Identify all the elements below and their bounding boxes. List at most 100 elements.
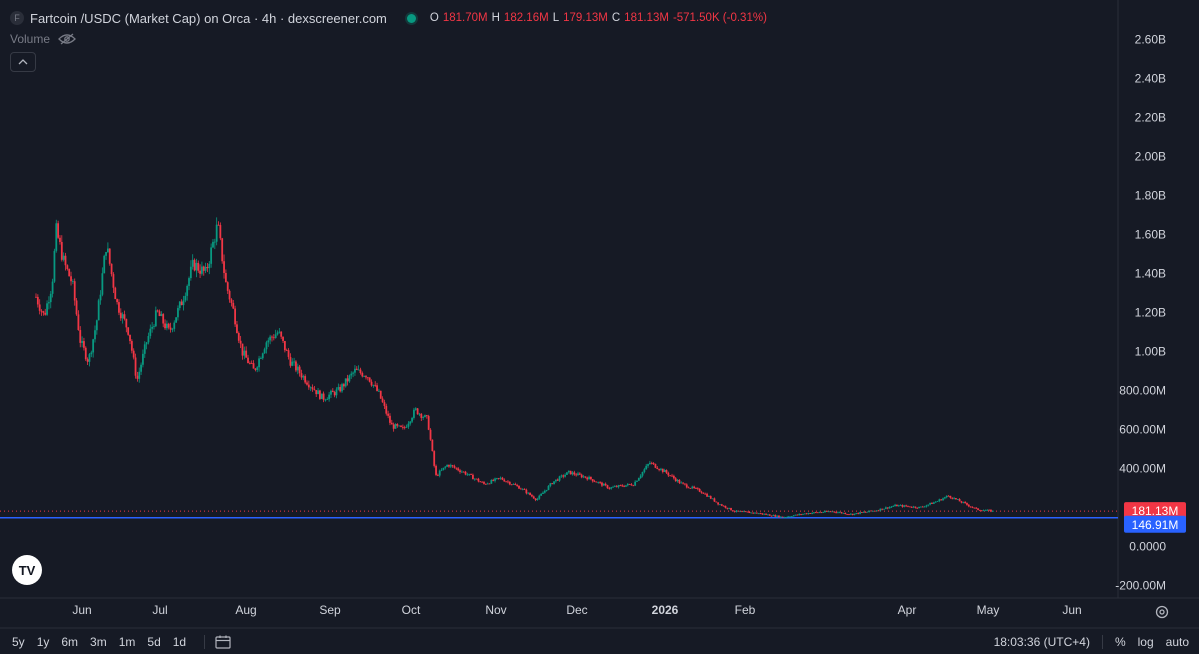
candle-body	[475, 478, 478, 480]
candle-body	[931, 502, 933, 504]
candle-body	[967, 504, 970, 507]
candle-body	[934, 501, 937, 503]
candle-body	[494, 478, 496, 481]
y-tick-label: 2.40B	[1135, 71, 1166, 85]
candle-body	[53, 250, 56, 282]
candle-body	[925, 505, 928, 507]
candle-body	[422, 417, 425, 418]
range-5y-button[interactable]: 5y	[12, 635, 25, 649]
candle-body	[223, 261, 225, 273]
candle-body	[390, 422, 393, 425]
candle-body	[947, 495, 950, 497]
range-1y-button[interactable]: 1y	[36, 635, 50, 649]
candle-body	[899, 505, 902, 506]
volume-indicator[interactable]: Volume	[10, 32, 76, 46]
clock-readout[interactable]: 18:03:36 (UTC+4)	[993, 635, 1090, 649]
candle-body	[787, 516, 790, 518]
candle-body	[143, 344, 146, 354]
collapse-indicators-button[interactable]	[10, 52, 36, 72]
candle-body	[665, 470, 668, 473]
candle-body	[164, 323, 166, 329]
candle-body	[802, 513, 804, 515]
candle-body	[608, 488, 611, 489]
candle-body	[488, 483, 491, 485]
candle-body	[575, 474, 578, 476]
candle-body	[324, 399, 327, 401]
volume-label: Volume	[10, 32, 51, 46]
candle-body	[741, 511, 743, 513]
candle-body	[145, 342, 148, 345]
candle-body	[361, 372, 364, 377]
candle-body	[938, 499, 941, 502]
candle-body	[663, 470, 666, 472]
candle-body	[779, 516, 782, 518]
candle-body	[326, 399, 329, 400]
candle-body	[177, 308, 179, 318]
candle-body	[195, 262, 198, 271]
candle-body	[156, 310, 159, 312]
candle-body	[416, 408, 419, 415]
candle-body	[518, 485, 520, 489]
percent-scale-toggle[interactable]: %	[1114, 635, 1126, 649]
range-3m-button[interactable]: 3m	[90, 635, 107, 649]
candle-body	[173, 322, 176, 329]
gear-icon[interactable]	[1154, 604, 1170, 620]
candle-body	[129, 334, 131, 342]
candle-body	[97, 300, 100, 321]
candle-body	[872, 510, 874, 512]
candle-body	[84, 347, 87, 360]
candle-body	[394, 424, 397, 429]
candle-body	[403, 427, 406, 429]
candle-body	[193, 259, 196, 271]
candle-body	[569, 470, 572, 475]
candle-body	[763, 513, 766, 515]
candle-body	[247, 357, 249, 364]
candle-body	[798, 514, 801, 515]
candle-body	[459, 470, 461, 472]
log-scale-toggle[interactable]: log	[1137, 635, 1154, 649]
candle-body	[905, 505, 908, 507]
candle-body	[79, 330, 82, 343]
candle-body	[60, 241, 63, 260]
candle-body	[119, 312, 122, 319]
candle-body	[112, 274, 115, 288]
auto-scale-toggle[interactable]: auto	[1165, 635, 1189, 649]
candle-body	[149, 328, 152, 336]
candle-body	[436, 474, 439, 476]
range-5d-button[interactable]: 5d	[147, 635, 161, 649]
tradingview-logo[interactable]: TV	[12, 555, 42, 585]
candle-body	[923, 506, 926, 508]
candle-body	[339, 387, 342, 392]
range-1d-button[interactable]: 1d	[172, 635, 187, 649]
range-6m-button[interactable]: 6m	[61, 635, 79, 649]
candle-body	[514, 484, 517, 486]
last-price-tag: 181.13M	[1132, 504, 1179, 518]
candle-body	[980, 510, 983, 512]
candle-body	[160, 314, 163, 317]
candle-body	[503, 479, 506, 482]
candle-body	[617, 485, 620, 488]
candle-body	[472, 474, 474, 480]
candle-body	[590, 476, 592, 480]
eye-off-icon[interactable]	[58, 33, 76, 45]
candle-body	[267, 340, 270, 343]
toolbar-divider	[1101, 635, 1103, 649]
candle-body	[689, 488, 692, 489]
candle-body	[883, 508, 885, 510]
candle-body	[687, 487, 690, 489]
candle-body	[81, 341, 83, 343]
candle-body	[523, 488, 526, 490]
candle-body	[95, 320, 98, 331]
candle-body	[571, 472, 574, 475]
candle-body	[311, 387, 314, 390]
candle-body	[151, 326, 154, 329]
candle-body	[389, 415, 391, 423]
range-1m-button[interactable]: 1m	[118, 635, 136, 649]
calendar-icon[interactable]	[215, 635, 231, 649]
candle-body	[577, 473, 579, 476]
candle-body	[814, 512, 817, 514]
candle-body	[955, 497, 957, 500]
candle-body	[879, 508, 882, 511]
candle-body	[366, 377, 369, 379]
